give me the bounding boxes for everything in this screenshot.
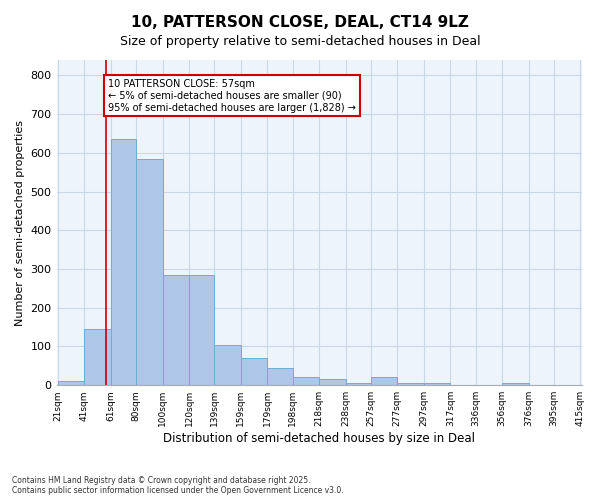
Bar bbox=[189, 275, 214, 385]
Bar bbox=[371, 378, 397, 385]
Bar bbox=[346, 384, 371, 385]
Bar bbox=[85, 329, 111, 385]
Bar bbox=[293, 378, 319, 385]
Text: 10, PATTERSON CLOSE, DEAL, CT14 9LZ: 10, PATTERSON CLOSE, DEAL, CT14 9LZ bbox=[131, 15, 469, 30]
Bar bbox=[136, 158, 163, 385]
Bar bbox=[111, 140, 136, 385]
Bar bbox=[268, 368, 293, 385]
Bar bbox=[58, 382, 85, 385]
Bar bbox=[502, 384, 529, 385]
Bar bbox=[163, 275, 189, 385]
Bar bbox=[319, 380, 346, 385]
Text: Contains HM Land Registry data © Crown copyright and database right 2025.
Contai: Contains HM Land Registry data © Crown c… bbox=[12, 476, 344, 495]
Y-axis label: Number of semi-detached properties: Number of semi-detached properties bbox=[15, 120, 25, 326]
Text: Size of property relative to semi-detached houses in Deal: Size of property relative to semi-detach… bbox=[119, 35, 481, 48]
Bar bbox=[424, 384, 451, 385]
Bar bbox=[241, 358, 268, 385]
Text: 10 PATTERSON CLOSE: 57sqm
← 5% of semi-detached houses are smaller (90)
95% of s: 10 PATTERSON CLOSE: 57sqm ← 5% of semi-d… bbox=[108, 80, 356, 112]
Bar bbox=[397, 384, 424, 385]
Bar bbox=[214, 344, 241, 385]
X-axis label: Distribution of semi-detached houses by size in Deal: Distribution of semi-detached houses by … bbox=[163, 432, 475, 445]
